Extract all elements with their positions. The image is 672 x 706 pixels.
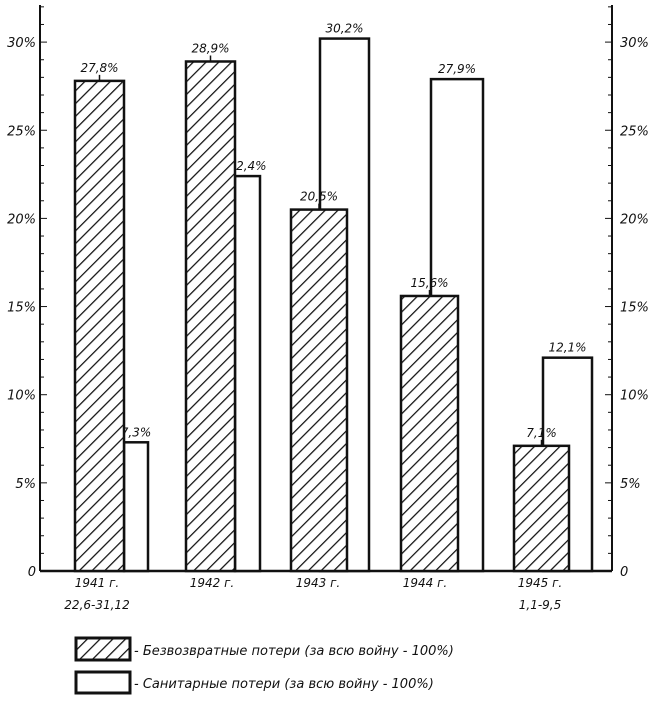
legend-swatch-white — [74, 670, 132, 695]
sanitary-loss-bar — [233, 174, 262, 573]
irrecoverable-loss-value-label: 7,1% — [526, 426, 557, 440]
y-tick-label-left: 5% — [15, 477, 36, 492]
irrecoverable-loss-value-label: 27,8% — [80, 61, 118, 75]
irrecoverable-loss-value-label: 28,9% — [191, 41, 229, 55]
sanitary-loss-value-label: 7,3% — [121, 425, 152, 439]
y-tick-label-left: 10% — [7, 389, 36, 404]
irrecoverable-loss-bar — [399, 294, 460, 573]
irrecoverable-loss-value-label: 20,5% — [300, 190, 338, 204]
x-category-label: 1941 г. — [75, 576, 119, 590]
sanitary-loss-value-label: 27,9% — [438, 62, 476, 76]
irrecoverable-loss-bar — [73, 79, 126, 573]
x-category-label: 1,1-9,5 — [519, 598, 562, 612]
y-tick-label-right: 5% — [620, 477, 641, 492]
y-tick-label-right: 0 — [620, 565, 628, 580]
irrecoverable-loss-bar — [184, 60, 237, 573]
x-category-label: 1945 г. — [518, 576, 562, 590]
y-tick-label-left: 25% — [7, 124, 36, 139]
x-category-label: 22,6-31,12 — [64, 598, 129, 612]
sanitary-loss-value-label: 22,4% — [228, 159, 266, 173]
y-tick-label-left: 0 — [28, 565, 36, 580]
legend-label-irrecoverable: - Безвозвратные потери (за всю войну - 1… — [134, 644, 454, 659]
legend-swatch-hatched — [74, 636, 132, 662]
irrecoverable-loss-value-label: 15,6% — [410, 276, 448, 290]
sanitary-loss-value-label: 12,1% — [548, 341, 586, 355]
legend-label-sanitary: - Санитарные потери (за всю войну - 100%… — [134, 677, 434, 692]
y-tick-label-left: 20% — [7, 212, 36, 227]
x-category-label: 1942 г. — [190, 576, 234, 590]
y-tick-label-right: 10% — [620, 389, 649, 404]
y-tick-label-right: 30% — [620, 36, 649, 51]
y-tick-label-left: 15% — [7, 301, 36, 316]
irrecoverable-loss-bar — [512, 444, 571, 573]
y-tick-label-left: 30% — [7, 36, 36, 51]
y-tick-label-right: 25% — [620, 124, 649, 139]
sanitary-loss-value-label: 30,2% — [325, 22, 363, 36]
y-tick-label-right: 20% — [620, 212, 649, 227]
sanitary-loss-bar — [122, 441, 150, 573]
x-category-label: 1944 г. — [403, 576, 447, 590]
y-tick-label-right: 15% — [620, 301, 649, 316]
x-category-label: 1943 г. — [296, 576, 340, 590]
irrecoverable-loss-bar — [289, 208, 349, 573]
